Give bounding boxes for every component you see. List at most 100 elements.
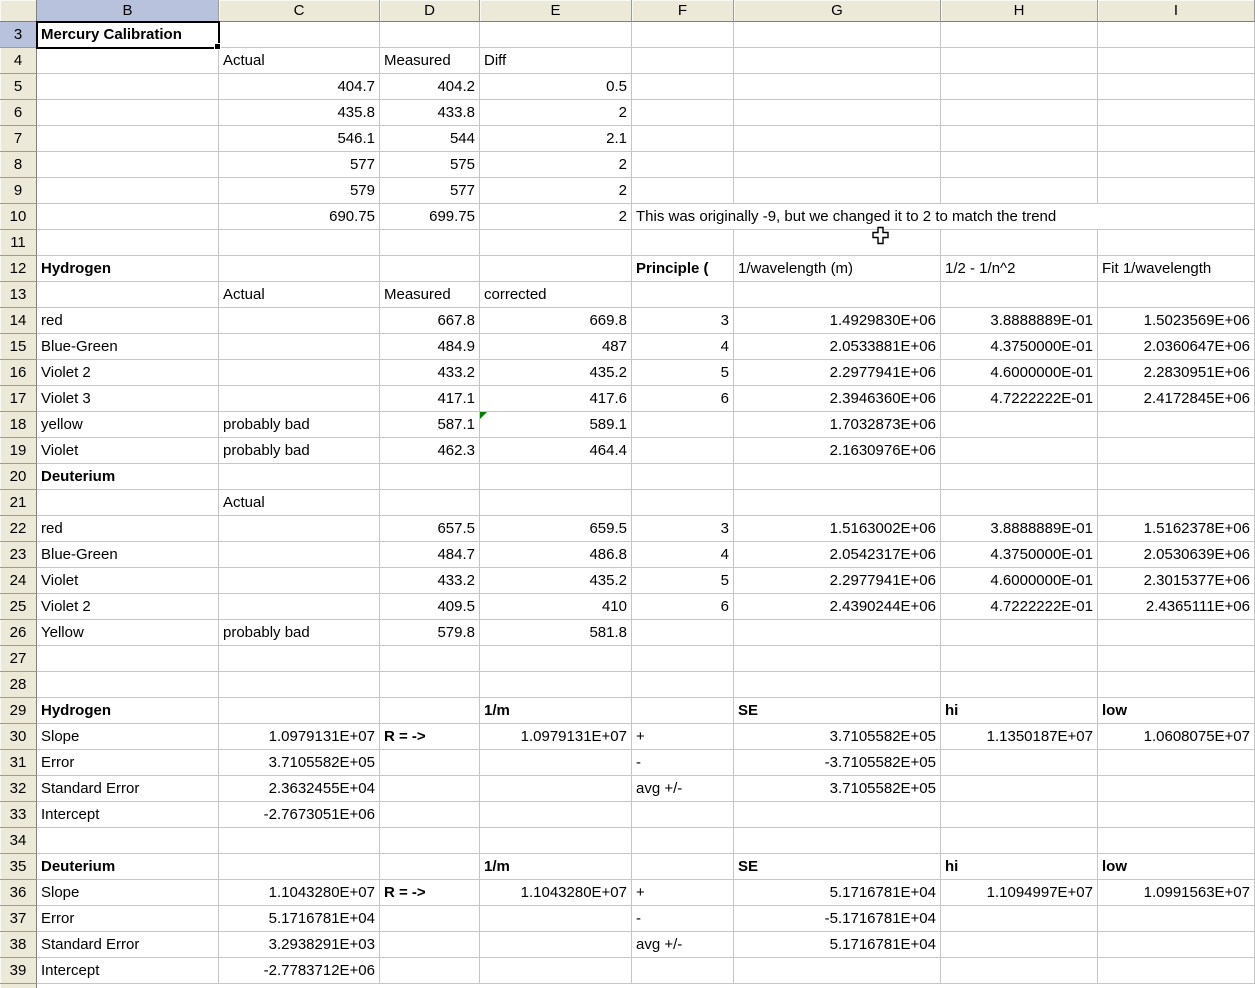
cell-B4[interactable] <box>37 48 219 74</box>
cell-G23[interactable]: 2.0542317E+06 <box>734 542 941 568</box>
cell-I9[interactable] <box>1098 178 1255 204</box>
cell-C4[interactable]: Actual <box>219 48 380 74</box>
cell-D15[interactable]: 484.9 <box>380 334 480 360</box>
cell-I8[interactable] <box>1098 152 1255 178</box>
cell-G37[interactable]: -5.1716781E+04 <box>734 906 941 932</box>
cell-B30[interactable]: Slope <box>37 724 219 750</box>
cell-H19[interactable] <box>941 438 1098 464</box>
cell-B5[interactable] <box>37 74 219 100</box>
row-header-11[interactable]: 11 <box>0 230 37 256</box>
row-header-20[interactable]: 20 <box>0 464 37 490</box>
cell-E15[interactable]: 487 <box>480 334 632 360</box>
cell-H35[interactable]: hi <box>941 854 1098 880</box>
cell-D26[interactable]: 579.8 <box>380 620 480 646</box>
row-header-27[interactable]: 27 <box>0 646 37 672</box>
cell-I38[interactable] <box>1098 932 1255 958</box>
cell-F10[interactable]: This was originally -9, but we changed i… <box>632 204 1255 230</box>
cell-F14[interactable]: 3 <box>632 308 734 334</box>
row-header-22[interactable]: 22 <box>0 516 37 542</box>
cell-F26[interactable] <box>632 620 734 646</box>
cell-G4[interactable] <box>734 48 941 74</box>
cell-B25[interactable]: Violet 2 <box>37 594 219 620</box>
cell-B17[interactable]: Violet 3 <box>37 386 219 412</box>
cell-E37[interactable] <box>480 906 632 932</box>
cell-B8[interactable] <box>37 152 219 178</box>
row-header-36[interactable]: 36 <box>0 880 37 906</box>
cell-F32[interactable]: avg +/- <box>632 776 734 802</box>
cell-I37[interactable] <box>1098 906 1255 932</box>
cell-D17[interactable]: 417.1 <box>380 386 480 412</box>
cell-C11[interactable] <box>219 230 380 256</box>
cell-I12[interactable]: Fit 1/wavelength <box>1098 256 1255 282</box>
cell-D34[interactable] <box>380 828 480 854</box>
cell-C3[interactable] <box>219 22 380 48</box>
cell-H32[interactable] <box>941 776 1098 802</box>
cell-C25[interactable] <box>219 594 380 620</box>
row-header-39[interactable]: 39 <box>0 958 37 984</box>
cell-F8[interactable] <box>632 152 734 178</box>
cell-H6[interactable] <box>941 100 1098 126</box>
cell-E31[interactable] <box>480 750 632 776</box>
cell-I29[interactable]: low <box>1098 698 1255 724</box>
cell-F12[interactable]: Principle ( <box>632 256 734 282</box>
cell-E20[interactable] <box>480 464 632 490</box>
cell-G12[interactable]: 1/wavelength (m) <box>734 256 941 282</box>
cell-B33[interactable]: Intercept <box>37 802 219 828</box>
cell-H20[interactable] <box>941 464 1098 490</box>
cell-C14[interactable] <box>219 308 380 334</box>
row-header-17[interactable]: 17 <box>0 386 37 412</box>
cell-D16[interactable]: 433.2 <box>380 360 480 386</box>
cell-E17[interactable]: 417.6 <box>480 386 632 412</box>
column-header-C[interactable]: C <box>219 0 380 22</box>
cell-E7[interactable]: 2.1 <box>480 126 632 152</box>
cell-I26[interactable] <box>1098 620 1255 646</box>
cell-G36[interactable]: 5.1716781E+04 <box>734 880 941 906</box>
cell-G5[interactable] <box>734 74 941 100</box>
cell-C28[interactable] <box>219 672 380 698</box>
cell-H37[interactable] <box>941 906 1098 932</box>
cell-I27[interactable] <box>1098 646 1255 672</box>
cell-C10[interactable]: 690.75 <box>219 204 380 230</box>
cell-F7[interactable] <box>632 126 734 152</box>
cell-F37[interactable]: - <box>632 906 734 932</box>
cell-H15[interactable]: 4.3750000E-01 <box>941 334 1098 360</box>
column-header-I[interactable]: I <box>1098 0 1255 22</box>
cell-G25[interactable]: 2.4390244E+06 <box>734 594 941 620</box>
cell-G9[interactable] <box>734 178 941 204</box>
cell-I39[interactable] <box>1098 958 1255 984</box>
row-header-15[interactable]: 15 <box>0 334 37 360</box>
cell-H25[interactable]: 4.7222222E-01 <box>941 594 1098 620</box>
cell-E14[interactable]: 669.8 <box>480 308 632 334</box>
cell-G18[interactable]: 1.7032873E+06 <box>734 412 941 438</box>
cell-C20[interactable] <box>219 464 380 490</box>
row-header-35[interactable]: 35 <box>0 854 37 880</box>
cell-D37[interactable] <box>380 906 480 932</box>
cell-H17[interactable]: 4.7222222E-01 <box>941 386 1098 412</box>
cell-H34[interactable] <box>941 828 1098 854</box>
cell-G13[interactable] <box>734 282 941 308</box>
cell-I36[interactable]: 1.0991563E+07 <box>1098 880 1255 906</box>
cell-B3[interactable]: Mercury Calibration <box>37 22 219 48</box>
cell-E21[interactable] <box>480 490 632 516</box>
cell-B15[interactable]: Blue-Green <box>37 334 219 360</box>
cell-D24[interactable]: 433.2 <box>380 568 480 594</box>
cell-D28[interactable] <box>380 672 480 698</box>
cell-B13[interactable] <box>37 282 219 308</box>
cell-C6[interactable]: 435.8 <box>219 100 380 126</box>
cell-E32[interactable] <box>480 776 632 802</box>
cell-C5[interactable]: 404.7 <box>219 74 380 100</box>
cell-D19[interactable]: 462.3 <box>380 438 480 464</box>
cell-I17[interactable]: 2.4172845E+06 <box>1098 386 1255 412</box>
row-header-9[interactable]: 9 <box>0 178 37 204</box>
cell-G33[interactable] <box>734 802 941 828</box>
cell-G11[interactable] <box>734 230 941 256</box>
cell-E39[interactable] <box>480 958 632 984</box>
cell-E11[interactable] <box>480 230 632 256</box>
cell-D12[interactable] <box>380 256 480 282</box>
cell-B39[interactable]: Intercept <box>37 958 219 984</box>
cell-B18[interactable]: yellow <box>37 412 219 438</box>
cell-C8[interactable]: 577 <box>219 152 380 178</box>
cell-B9[interactable] <box>37 178 219 204</box>
cell-I19[interactable] <box>1098 438 1255 464</box>
cell-B21[interactable] <box>37 490 219 516</box>
